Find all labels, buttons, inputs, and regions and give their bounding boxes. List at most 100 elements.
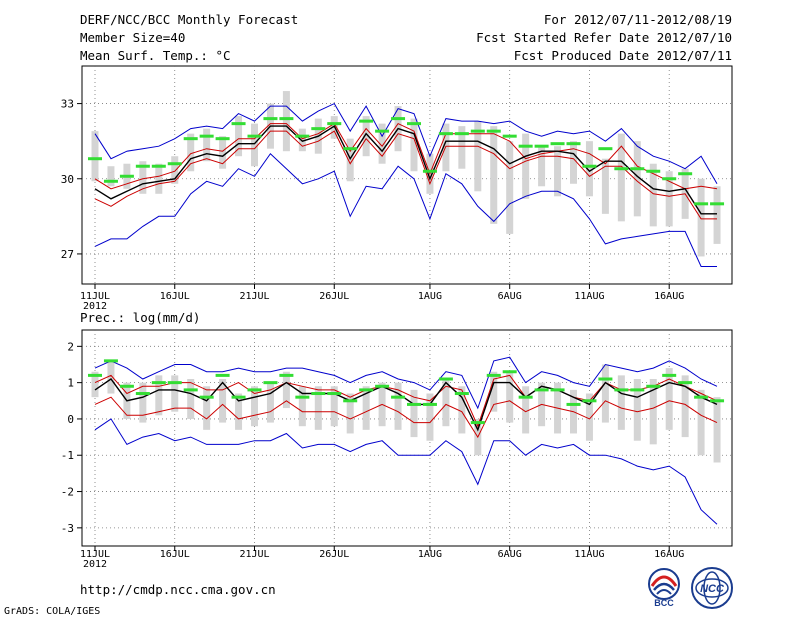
bcc-logo: BCC <box>638 566 690 612</box>
prec-observed-marker <box>199 395 214 399</box>
temp-observed-marker <box>454 132 469 136</box>
temp-observed-marker <box>151 164 166 168</box>
prec-spread-box <box>394 382 402 430</box>
prec-observed-marker <box>678 381 693 385</box>
prec-observed-marker <box>694 395 709 399</box>
temp-spread-box <box>522 133 530 199</box>
temp-spread-box <box>665 171 673 227</box>
prec-spread-box <box>426 393 434 441</box>
temp-spread-box <box>633 141 641 217</box>
prec-spread-box <box>298 386 306 427</box>
temp-year-label: 2012 <box>83 301 107 312</box>
temp-spread-box <box>219 136 227 169</box>
prec-observed-marker <box>630 388 645 392</box>
temp-spread-box <box>107 166 115 187</box>
prec-observed-marker <box>215 373 230 377</box>
prec-spread-box <box>346 393 354 434</box>
prec-spread-box <box>490 371 498 412</box>
temp-spread-box <box>458 126 466 169</box>
prec-observed-marker <box>135 392 150 396</box>
prec-observed-marker <box>263 381 278 385</box>
temp-observed-marker <box>103 179 118 183</box>
temp-observed-marker <box>566 142 581 146</box>
temp-spread-box <box>410 118 418 172</box>
temp-spread-box <box>570 141 577 184</box>
prec-observed-marker <box>470 421 485 425</box>
temp-xtick-label: 16AUG <box>654 291 684 302</box>
temp-observed-marker <box>582 164 597 168</box>
prec-spread-box <box>282 371 290 409</box>
temp-observed-marker <box>183 137 198 141</box>
prec-spread-box <box>139 382 147 423</box>
forecast-produced-date: Fcst Produced Date 2012/07/11 <box>513 48 732 63</box>
temp-spread-box <box>362 116 370 157</box>
source-url[interactable]: http://cmdp.ncc.cma.gov.cn <box>80 582 276 597</box>
temp-spread-box <box>298 128 306 152</box>
temp-xtick-label: 1AUG <box>418 291 442 302</box>
temp-spread-box <box>585 141 593 197</box>
prec-spread-box <box>107 360 115 394</box>
prec-observed-marker <box>518 395 533 399</box>
prec-observed-marker <box>710 399 725 403</box>
temp-observed-marker <box>438 132 453 136</box>
prec-observed-marker <box>359 388 374 392</box>
temp-observed-marker <box>598 147 613 151</box>
prec-observed-marker <box>311 392 326 396</box>
temp-observed-marker <box>279 117 294 121</box>
prec-observed-marker <box>247 388 262 392</box>
temp-ytick-label: 33 <box>61 98 74 111</box>
prec-observed-marker <box>375 384 390 388</box>
temp-spread-box <box>203 128 211 162</box>
temp-spread-box <box>554 146 562 197</box>
ncc-logo: NCC <box>690 566 734 614</box>
prec-observed-marker <box>88 373 102 377</box>
prec-xtick-label: 26JUL <box>319 549 349 560</box>
prec-spread-box <box>713 397 721 463</box>
prec-spread-box <box>649 379 657 445</box>
prec-observed-marker <box>343 399 358 403</box>
prec-observed-marker <box>502 370 517 374</box>
temp-observed-marker <box>88 157 102 161</box>
prec-xtick-label: 1AUG <box>418 549 442 560</box>
temp-spread-box <box>235 116 243 157</box>
prec-year-label: 2012 <box>83 559 107 570</box>
temp-spread-box <box>713 186 721 244</box>
prec-spread-box <box>633 379 641 441</box>
temp-observed-marker <box>518 144 533 148</box>
precip-panel-title: Prec.: log(mm/d) <box>80 310 200 325</box>
prec-xtick-label: 6AUG <box>498 549 522 560</box>
prec-spread-box <box>330 386 338 427</box>
prec-spread-box <box>697 389 705 456</box>
bcc-logo-icon: BCC <box>648 568 680 608</box>
temp-observed-marker <box>359 119 374 123</box>
temp-observed-marker <box>135 164 150 168</box>
temp-spread-box <box>378 123 386 164</box>
grads-credit: GrADS: COLA/IGES <box>4 606 101 617</box>
prec-spread-box <box>522 386 530 434</box>
temp-observed-marker <box>407 122 421 126</box>
prec-spread-box <box>442 379 450 427</box>
prec-observed-marker <box>534 388 549 392</box>
temp-series-upper <box>94 122 718 190</box>
temp-spread-box <box>506 141 514 234</box>
prec-observed-marker <box>391 395 406 399</box>
prec-spread-box <box>203 386 211 430</box>
temp-spread-box <box>171 156 179 184</box>
temp-observed-marker <box>343 147 358 151</box>
prec-ytick-label: 2 <box>67 340 74 353</box>
prec-observed-marker <box>279 373 294 377</box>
prec-spread-box <box>601 364 609 423</box>
temp-xtick-label: 6AUG <box>498 291 522 302</box>
temp-spread-box <box>474 121 482 192</box>
temp-observed-marker <box>470 129 485 133</box>
temp-observed-marker <box>646 169 661 173</box>
temp-observed-marker <box>630 167 645 171</box>
forecast-started-date: Fcst Started Refer Date 2012/07/10 <box>476 30 732 45</box>
bcc-logo-text: BCC <box>654 598 674 608</box>
temp-observed-marker <box>694 202 709 206</box>
prec-observed-marker <box>454 392 469 396</box>
prec-spread-box <box>585 393 593 441</box>
temp-observed-marker <box>614 167 629 171</box>
temp-spread-box <box>282 91 290 152</box>
temp-observed-marker <box>311 127 326 131</box>
